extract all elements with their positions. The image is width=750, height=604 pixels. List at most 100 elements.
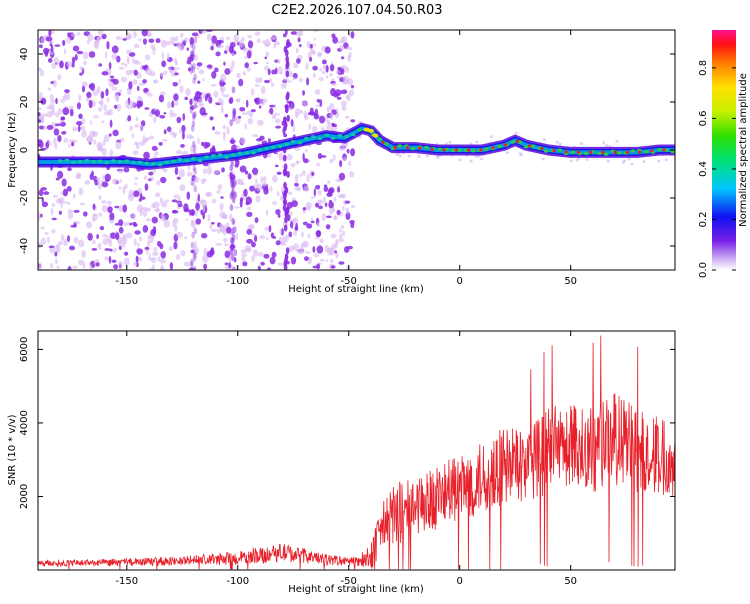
- ridge-point: [350, 132, 356, 137]
- noise-point: [237, 115, 242, 119]
- noise-point: [270, 82, 275, 87]
- noise-point: [176, 116, 182, 124]
- noise-point: [202, 168, 208, 175]
- noise-point: [122, 235, 126, 244]
- noise-point: [183, 261, 190, 267]
- noise-point: [76, 120, 83, 126]
- ridge-core-point: [662, 148, 666, 152]
- noise-point: [141, 206, 148, 211]
- noise-point: [262, 39, 266, 45]
- noise-point: [153, 116, 157, 124]
- noise-point: [301, 170, 306, 176]
- x-tick-label: -100: [226, 576, 249, 587]
- ridge-point: [177, 158, 183, 162]
- noise-point: [226, 126, 230, 135]
- noise-point: [341, 36, 345, 44]
- streak-point: [191, 209, 195, 217]
- noise-point: [269, 107, 274, 115]
- y-tick-label: 2000: [19, 484, 30, 509]
- noise-point: [213, 90, 219, 98]
- noise-point: [260, 85, 266, 95]
- noise-point: [171, 100, 175, 108]
- noise-point: [142, 79, 147, 84]
- noise-point: [254, 178, 258, 184]
- ridge-hot-point: [367, 128, 374, 133]
- noise-point: [176, 231, 184, 239]
- noise-point: [109, 119, 113, 128]
- spectrogram-ticks: -150 -100 -50 0 50 -40 -20 0 20 40: [19, 30, 675, 287]
- noise-point: [469, 142, 473, 146]
- noise-point: [340, 89, 348, 95]
- noise-point: [208, 96, 213, 104]
- noise-point: [327, 121, 332, 126]
- noise-point: [315, 184, 321, 190]
- noise-point: [305, 62, 309, 71]
- ridge-point: [657, 147, 662, 152]
- ridge-core-point: [625, 150, 629, 154]
- ridge-point: [670, 150, 675, 154]
- streak-point: [190, 97, 194, 105]
- streak-point: [191, 140, 196, 148]
- noise-point: [236, 73, 241, 79]
- ridge-point: [217, 153, 223, 157]
- ridge-point: [457, 148, 463, 152]
- noise-point: [286, 154, 293, 161]
- noise-point: [89, 120, 93, 125]
- noise-point: [169, 36, 176, 45]
- noise-point: [102, 238, 109, 245]
- noise-point: [269, 256, 276, 265]
- ridge-point: [470, 149, 476, 153]
- noise-point: [250, 88, 255, 96]
- noise-point: [229, 65, 234, 72]
- noise-point: [53, 57, 60, 64]
- noise-point: [119, 267, 122, 270]
- noise-point: [108, 61, 112, 70]
- noise-point: [407, 154, 411, 158]
- noise-point: [56, 265, 60, 270]
- noise-point: [148, 38, 155, 43]
- noise-point: [191, 182, 196, 187]
- noise-point: [288, 107, 293, 111]
- noise-point: [134, 182, 138, 186]
- noise-point: [307, 233, 311, 239]
- noise-point: [273, 103, 277, 109]
- noise-point: [242, 47, 250, 51]
- noise-point: [314, 202, 320, 208]
- noise-point: [65, 37, 72, 44]
- noise-point: [197, 193, 200, 202]
- noise-point: [97, 30, 104, 36]
- noise-point: [273, 43, 276, 49]
- ridge-point: [337, 134, 343, 138]
- noise-point: [330, 265, 336, 269]
- streak-point: [189, 67, 193, 75]
- streak-point: [285, 41, 290, 49]
- ridge-point: [317, 136, 323, 140]
- noise-point: [166, 126, 172, 132]
- noise-point: [244, 62, 249, 69]
- noise-point: [49, 40, 54, 44]
- noise-point: [206, 33, 212, 41]
- noise-point: [38, 107, 43, 111]
- noise-point: [260, 261, 265, 266]
- noise-point: [165, 199, 169, 203]
- streak-point: [285, 207, 290, 215]
- noise-point: [295, 222, 298, 230]
- noise-point: [425, 154, 430, 158]
- streak-point: [229, 204, 234, 212]
- noise-point: [113, 264, 119, 270]
- noise-point: [152, 169, 157, 173]
- noise-point: [333, 196, 337, 202]
- noise-point: [168, 246, 174, 252]
- streak-point: [231, 218, 236, 226]
- ridge-cyan-band: [38, 126, 675, 167]
- noise-point: [173, 241, 178, 250]
- noise-point: [73, 209, 80, 213]
- noise-point: [300, 109, 303, 114]
- noise-point: [133, 59, 139, 64]
- noise-point: [134, 176, 139, 180]
- noise-point: [144, 246, 150, 250]
- noise-point: [38, 125, 44, 130]
- noise-point: [211, 145, 216, 153]
- noise-point: [78, 259, 85, 266]
